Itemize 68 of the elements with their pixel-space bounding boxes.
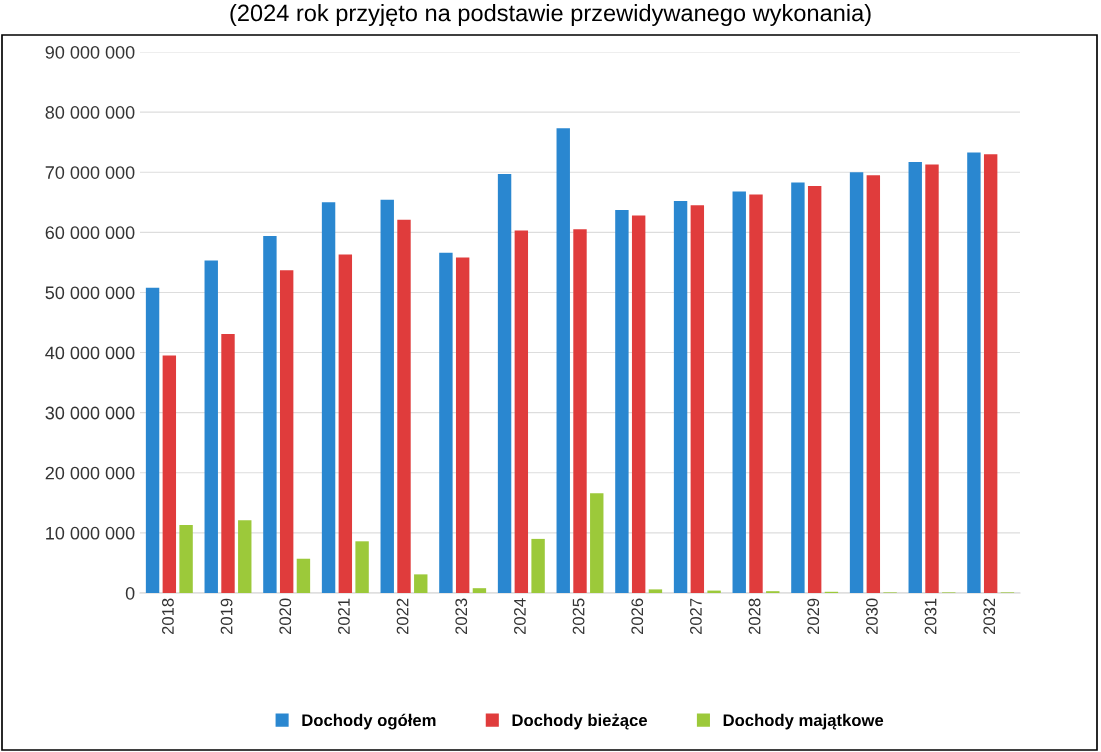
y-tick-label: 10 000 000 <box>46 526 135 540</box>
bar <box>791 182 805 593</box>
y-tick-label: 40 000 000 <box>45 346 135 360</box>
bar <box>179 525 193 593</box>
bar <box>648 589 663 593</box>
bar <box>690 205 705 593</box>
x-tick-label: 2028 <box>748 598 761 635</box>
legend-label: Dochody bieżące <box>512 713 648 730</box>
bar <box>414 574 428 593</box>
bar <box>615 210 629 593</box>
bar <box>673 201 688 593</box>
bar <box>497 174 512 593</box>
bar <box>732 191 746 593</box>
y-tick-label: 50 000 000 <box>45 286 135 300</box>
y-tick-label: 60 000 000 <box>45 226 135 240</box>
x-tick-label: 2018 <box>162 598 174 635</box>
chart-title: (2024 rok przyjęto na podstawie przewidywanego wykonania) <box>230 4 871 27</box>
x-tick-label: 2029 <box>807 598 820 635</box>
legend-label: Dochody ogółem <box>302 713 436 730</box>
y-tick-label: 20 000 000 <box>45 466 135 480</box>
bar <box>455 257 470 593</box>
bar <box>472 588 487 593</box>
bar <box>355 541 369 593</box>
bar <box>573 229 587 593</box>
bar <box>631 215 646 593</box>
x-tick-label: 2023 <box>455 598 468 635</box>
x-tick-label: 2032 <box>983 598 996 635</box>
y-tick-label: 80 000 000 <box>45 106 135 119</box>
bar <box>908 162 922 593</box>
y-tick-label: 30 000 000 <box>45 406 135 420</box>
x-tick-label: 2025 <box>572 598 585 635</box>
bar <box>514 230 529 593</box>
bar <box>263 235 277 593</box>
bar <box>556 128 570 593</box>
bar <box>238 520 252 593</box>
bar <box>439 252 453 593</box>
bar <box>221 333 235 593</box>
x-tick-label: 2020 <box>279 598 292 635</box>
bar <box>338 254 353 593</box>
bar <box>590 493 604 593</box>
y-tick-label: 90 000 000 <box>45 45 135 59</box>
x-tick-label: 2022 <box>396 598 409 635</box>
bar <box>397 219 411 593</box>
bar <box>866 175 881 593</box>
bar <box>807 186 822 593</box>
y-tick-label: 70 000 000 <box>45 166 135 179</box>
bar <box>279 270 294 593</box>
bar <box>204 260 218 593</box>
bar <box>296 558 311 593</box>
bar <box>983 154 998 593</box>
x-tick-label: 2024 <box>514 598 526 635</box>
x-tick-label: 2021 <box>338 598 350 635</box>
bar <box>967 152 981 593</box>
bar <box>145 287 160 593</box>
bar <box>380 199 394 593</box>
legend-label: Dochody majątkowe <box>723 713 884 730</box>
bar <box>925 164 939 593</box>
bar <box>531 538 545 593</box>
bar <box>321 202 336 593</box>
bar <box>749 194 763 593</box>
x-tick-label: 2019 <box>220 598 233 635</box>
x-tick-label: 2026 <box>631 598 644 635</box>
x-tick-label: 2027 <box>690 598 702 635</box>
y-tick-label: 0 <box>125 586 135 600</box>
bar <box>162 355 177 593</box>
bar <box>849 172 864 593</box>
x-tick-label: 2031 <box>924 598 937 635</box>
x-tick-label: 2030 <box>866 598 878 635</box>
